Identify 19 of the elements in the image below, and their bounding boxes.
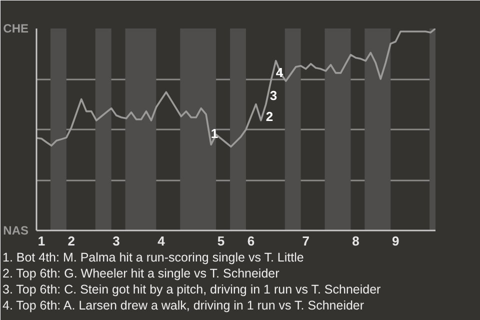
x-tick-label: 1 — [38, 234, 46, 248]
text: CHE — [3, 22, 29, 36]
x-tick-label: 6 — [247, 234, 255, 248]
x-tick-label: 9 — [392, 234, 400, 248]
x-tick-label: 4 — [158, 234, 166, 248]
text: 4. Top 6th: A. Larsen drew a walk, driving in 1 run vs T. Schneider — [2, 298, 364, 312]
text: NAS — [3, 224, 29, 238]
text: 3. Top 6th: C. Stein got hit by a pitch, driving in 1 run vs T. Schneider — [2, 282, 381, 296]
x-tick-label: 5 — [217, 234, 225, 248]
text: 1. Bot 4th: M. Palma hit a run-scoring single vs T. Little — [2, 250, 304, 264]
x-tick-label: 2 — [68, 234, 76, 248]
annotation: 1 — [210, 126, 218, 141]
x-tick-label: 3 — [112, 234, 120, 248]
text: 2. Top 6th: G. Wheeler hit a single vs T. Schneider — [2, 266, 280, 280]
annotation: 4 — [276, 65, 284, 80]
x-tick-label: 7 — [302, 234, 310, 248]
annotation: 3 — [270, 88, 278, 103]
x-tick-label: 8 — [352, 234, 360, 248]
annotation: 2 — [266, 109, 274, 124]
